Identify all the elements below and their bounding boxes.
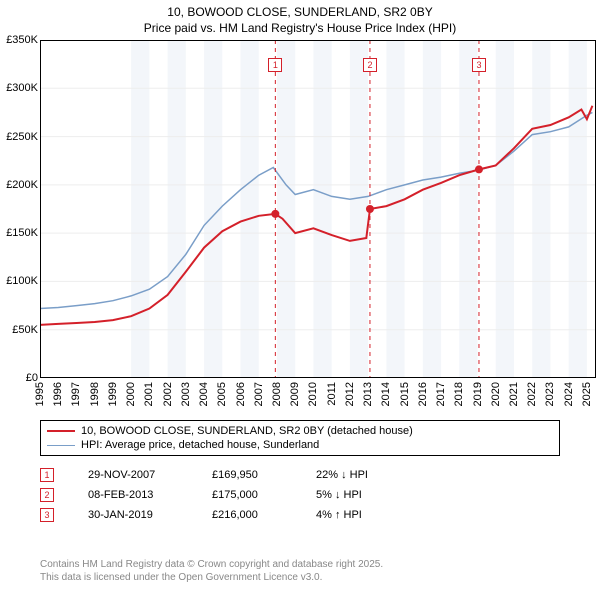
event-change: 22% ↓ HPI	[316, 469, 406, 481]
footer-line-1: Contains HM Land Registry data © Crown c…	[40, 558, 383, 571]
xtick-label: 2003	[180, 382, 192, 406]
events-table: 1 29-NOV-2007 £169,950 22% ↓ HPI 2 08-FEB-201…	[40, 468, 406, 528]
event-row: 1 29-NOV-2007 £169,950 22% ↓ HPI	[40, 468, 406, 482]
event-marker: 2	[40, 488, 54, 502]
chart-area: 1 2 3	[40, 40, 596, 378]
legend-row: HPI: Average price, detached house, Sund…	[47, 438, 553, 452]
xtick-label: 2009	[289, 382, 301, 406]
xtick-label: 2005	[216, 382, 228, 406]
footer-attribution: Contains HM Land Registry data © Crown c…	[40, 558, 383, 584]
event-marker: 3	[40, 508, 54, 522]
event-date: 08-FEB-2013	[88, 489, 188, 501]
legend-label: 10, BOWOOD CLOSE, SUNDERLAND, SR2 0BY (d…	[81, 425, 413, 437]
xtick-label: 2022	[526, 382, 538, 406]
chart-svg	[40, 40, 596, 378]
xtick-label: 2012	[344, 382, 356, 406]
ytick-label: £300K	[0, 82, 38, 94]
ytick-label: £50K	[0, 324, 38, 336]
legend-swatch	[47, 445, 75, 446]
xtick-label: 2011	[326, 382, 338, 406]
xtick-label: 2018	[453, 382, 465, 406]
event-change: 4% ↑ HPI	[316, 509, 406, 521]
xtick-label: 2006	[235, 382, 247, 406]
event-date: 30-JAN-2019	[88, 509, 188, 521]
xtick-label: 2023	[544, 382, 556, 406]
ytick-label: £200K	[0, 179, 38, 191]
xtick-label: 1999	[107, 382, 119, 406]
footer-line-2: This data is licensed under the Open Gov…	[40, 571, 383, 584]
xtick-label: 1997	[70, 382, 82, 406]
xtick-label: 2019	[472, 382, 484, 406]
title-block: 10, BOWOOD CLOSE, SUNDERLAND, SR2 0BY Pr…	[0, 0, 600, 36]
xtick-label: 2002	[162, 382, 174, 406]
xtick-label: 2024	[563, 382, 575, 406]
xtick-label: 2010	[307, 382, 319, 406]
title-address: 10, BOWOOD CLOSE, SUNDERLAND, SR2 0BY	[0, 4, 600, 20]
legend-row: 10, BOWOOD CLOSE, SUNDERLAND, SR2 0BY (d…	[47, 424, 553, 438]
sale-marker-2: 2	[363, 58, 377, 72]
ytick-label: £0	[0, 372, 38, 384]
xtick-label: 2021	[508, 382, 520, 406]
xtick-label: 2004	[198, 382, 210, 406]
xtick-label: 1996	[52, 382, 64, 406]
ytick-label: £350K	[0, 34, 38, 46]
xtick-label: 2014	[380, 382, 392, 406]
event-price: £169,950	[212, 469, 292, 481]
ytick-label: £250K	[0, 131, 38, 143]
xtick-label: 2015	[399, 382, 411, 406]
event-marker: 1	[40, 468, 54, 482]
legend-label: HPI: Average price, detached house, Sund…	[81, 439, 319, 451]
event-change: 5% ↓ HPI	[316, 489, 406, 501]
xtick-label: 2017	[435, 382, 447, 406]
sale-marker-1: 1	[268, 58, 282, 72]
sale-marker-3: 3	[472, 58, 486, 72]
xtick-label: 2013	[362, 382, 374, 406]
xtick-label: 2020	[490, 382, 502, 406]
xtick-label: 1995	[34, 382, 46, 406]
ytick-label: £100K	[0, 275, 38, 287]
event-date: 29-NOV-2007	[88, 469, 188, 481]
event-row: 3 30-JAN-2019 £216,000 4% ↑ HPI	[40, 508, 406, 522]
xtick-label: 2007	[253, 382, 265, 406]
legend-swatch	[47, 430, 75, 432]
event-row: 2 08-FEB-2013 £175,000 5% ↓ HPI	[40, 488, 406, 502]
event-price: £216,000	[212, 509, 292, 521]
xtick-label: 1998	[89, 382, 101, 406]
xtick-label: 2000	[125, 382, 137, 406]
ytick-label: £150K	[0, 227, 38, 239]
title-subtitle: Price paid vs. HM Land Registry's House …	[0, 20, 600, 36]
xtick-label: 2025	[581, 382, 593, 406]
xtick-label: 2016	[417, 382, 429, 406]
chart-container: 10, BOWOOD CLOSE, SUNDERLAND, SR2 0BY Pr…	[0, 0, 600, 590]
legend: 10, BOWOOD CLOSE, SUNDERLAND, SR2 0BY (d…	[40, 420, 560, 456]
xtick-label: 2008	[271, 382, 283, 406]
event-price: £175,000	[212, 489, 292, 501]
xtick-label: 2001	[143, 382, 155, 406]
